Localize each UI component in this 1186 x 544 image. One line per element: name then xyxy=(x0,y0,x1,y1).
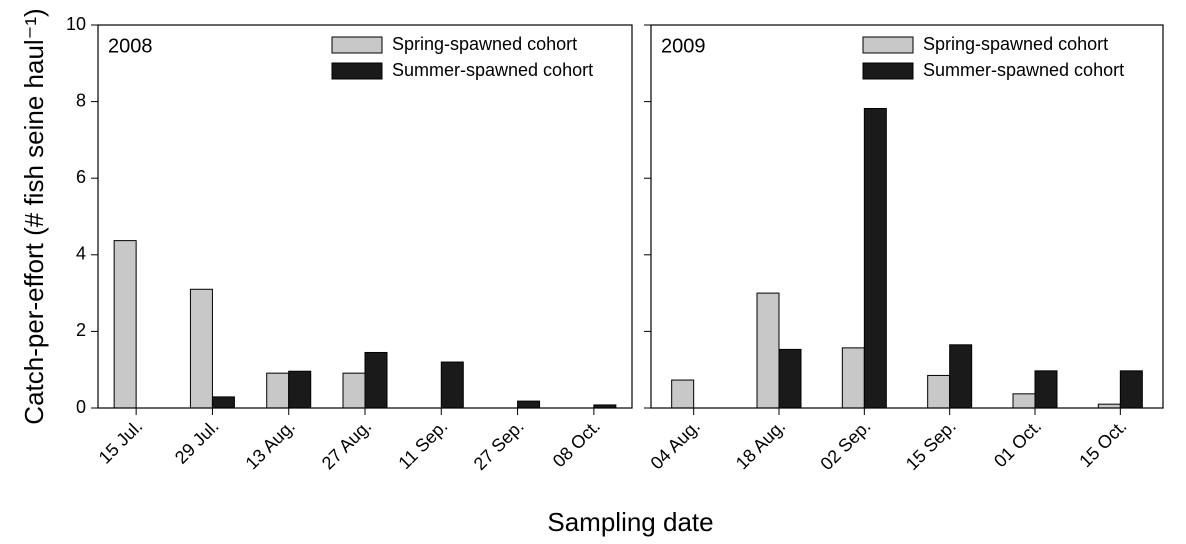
bar xyxy=(211,396,235,409)
legend-label: Spring-spawned cohort xyxy=(923,34,1108,54)
y-tick-label: 4 xyxy=(76,244,86,264)
bar xyxy=(189,288,213,409)
x-tick-label: 13 Aug. xyxy=(242,416,299,473)
y-tick-label: 8 xyxy=(76,90,86,110)
legend-swatch xyxy=(331,36,383,54)
y-tick-label: 10 xyxy=(66,14,86,34)
bar xyxy=(671,379,695,409)
y-tick-label: 2 xyxy=(76,320,86,340)
x-axis-label: Sampling date xyxy=(547,507,713,537)
bar xyxy=(949,344,973,409)
bar xyxy=(113,240,137,409)
legend-swatch xyxy=(862,36,914,54)
x-tick-label: 01 Oct. xyxy=(990,416,1045,471)
bar xyxy=(364,351,388,409)
y-axis-label: Catch-per-effort (# fish seine haul⁻¹) xyxy=(19,8,49,424)
x-tick-label: 02 Sep. xyxy=(816,416,874,474)
bar xyxy=(517,400,541,409)
bar xyxy=(1034,370,1058,409)
x-tick-label: 27 Sep. xyxy=(470,416,528,474)
panel-label: 2008 xyxy=(108,35,153,57)
x-tick-label: 15 Oct. xyxy=(1075,416,1130,471)
legend-swatch xyxy=(331,62,383,80)
bar xyxy=(778,348,802,409)
x-tick-label: 15 Sep. xyxy=(902,416,960,474)
bar xyxy=(288,370,312,409)
x-tick-label: 15 Jul. xyxy=(95,416,147,468)
y-tick-label: 0 xyxy=(76,397,86,417)
bar xyxy=(841,347,865,409)
plot-frame xyxy=(650,24,1164,409)
legend-swatch xyxy=(862,62,914,80)
bar xyxy=(756,292,780,409)
x-tick-label: 18 Aug. xyxy=(732,416,789,473)
legend-label: Summer-spawned cohort xyxy=(923,60,1124,80)
bar xyxy=(440,361,464,409)
legend-label: Spring-spawned cohort xyxy=(392,34,577,54)
plot-frame xyxy=(97,24,633,409)
x-tick-label: 29 Jul. xyxy=(171,416,223,468)
panel-label: 2009 xyxy=(661,35,706,57)
y-tick-label: 6 xyxy=(76,167,86,187)
legend-label: Summer-spawned cohort xyxy=(392,60,593,80)
bar xyxy=(1119,370,1143,409)
bar xyxy=(266,372,290,409)
bar xyxy=(927,374,951,409)
bar xyxy=(1012,393,1036,409)
bar xyxy=(342,372,366,409)
bar xyxy=(863,107,887,409)
x-tick-label: 04 Aug. xyxy=(647,416,704,473)
x-tick-label: 08 Oct. xyxy=(549,416,604,471)
x-tick-label: 11 Sep. xyxy=(394,416,451,473)
x-tick-label: 27 Aug. xyxy=(318,416,375,473)
